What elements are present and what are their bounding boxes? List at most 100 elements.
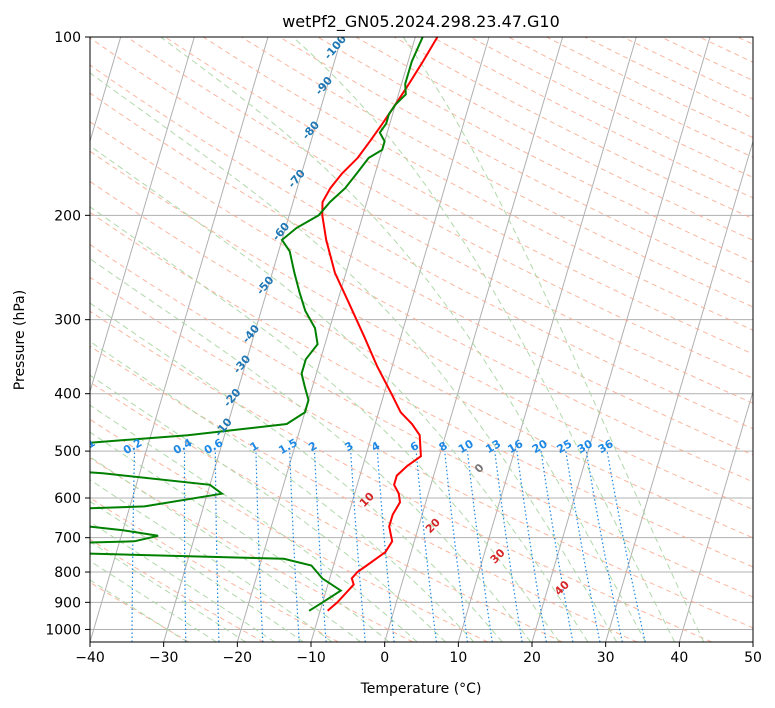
mixing-ratio-label: 8	[437, 439, 450, 454]
mixing-ratio-line	[585, 450, 623, 642]
x-tick-label: 10	[449, 650, 467, 666]
y-axis-ticks: 100 200 300 400 500 600 700 800 900 1000	[45, 30, 90, 638]
moist-adiabat-label: 10	[357, 490, 377, 510]
mixing-ratio-label: 2	[306, 439, 319, 454]
mixing-ratio-line	[494, 451, 523, 642]
isotherm-line	[90, 37, 195, 394]
dry-adiabat-line	[90, 37, 753, 404]
moist-adiabat-line	[90, 340, 475, 642]
isotherm-line	[752, 640, 753, 642]
dry-adiabat-line	[90, 581, 190, 642]
mixing-ratio-label: 0.4	[171, 436, 195, 457]
mixing-ratio-label: 16	[506, 437, 526, 456]
dry-adiabat-line	[660, 37, 753, 82]
dry-adiabat-line	[470, 37, 753, 178]
mixing-ratio-line	[255, 451, 264, 642]
dry-adiabat-line	[126, 37, 753, 379]
dry-adiabat-label: -10	[212, 415, 235, 439]
dry-adiabat-line	[90, 497, 339, 642]
y-tick-label: 300	[54, 313, 81, 329]
moist-adiabat-label: 40	[552, 578, 572, 598]
x-tick-label: −20	[223, 650, 253, 666]
profiles	[90, 37, 439, 612]
mixing-ratio-line	[183, 451, 187, 642]
moist-adiabat-line	[90, 579, 188, 642]
mixing-ratio-label: 3	[343, 439, 356, 454]
moist-adiabat-line	[90, 72, 618, 642]
dry-adiabat-line	[90, 418, 488, 642]
moist-adiabat-line	[90, 500, 304, 642]
dry-adiabat-label: -30	[231, 352, 254, 376]
y-tick-label: 100	[54, 30, 81, 46]
dry-adiabat-line	[90, 276, 753, 629]
mixing-ratio-line	[415, 451, 437, 642]
dry-adiabat-line	[508, 37, 753, 158]
mixing-ratio-label: 10	[456, 437, 476, 456]
x-tick-label: −10	[296, 650, 326, 666]
background-lines	[90, 37, 753, 642]
moist-adiabat-line	[90, 206, 560, 642]
x-tick-label: −40	[75, 650, 105, 666]
mixing-ratio-label: 30	[575, 437, 595, 456]
mixing-ratio-label: 20	[530, 437, 550, 456]
isotherm-line	[236, 37, 416, 642]
mixing-ratio-line	[376, 451, 395, 642]
dry-adiabat-line	[279, 37, 753, 285]
dry-adiabat-label: -70	[285, 167, 308, 191]
dry-adiabat-line	[546, 37, 753, 139]
moist-adiabat-line	[90, 456, 361, 642]
x-axis-ticks: −40 −30 −20 −10 0 10 20 30 40 50	[75, 642, 762, 666]
dry-adiabat-line	[90, 345, 638, 642]
dry-adiabat-line	[622, 37, 753, 100]
dry-adiabat-line	[90, 180, 753, 539]
dry-adiabat-label: -90	[313, 74, 336, 98]
mixing-ratio-label: 0.1	[74, 436, 97, 457]
mixing-ratio-line	[466, 451, 493, 642]
dry-adiabat-label: -50	[254, 273, 277, 297]
mixing-ratio-label: 25	[555, 437, 575, 456]
dry-adiabat-line	[90, 243, 753, 598]
dry-adiabat-line	[90, 538, 264, 642]
moist-adiabat-line	[90, 541, 246, 642]
moist-adiabat-line	[90, 258, 532, 642]
chart-title: wetPf2_GN05.2024.298.23.47.G10	[282, 12, 560, 32]
mixing-ratio-line	[606, 450, 646, 642]
dry-adiabat-line	[699, 37, 753, 63]
moist-adiabat-line	[90, 374, 446, 642]
x-tick-label: 30	[597, 650, 615, 666]
dry-adiabat-line	[90, 64, 753, 430]
mixing-ratio-line	[313, 451, 327, 642]
plot-frame	[89, 36, 754, 643]
x-axis-label: Temperature (°C)	[360, 681, 482, 697]
moist-adiabat-line	[90, 560, 217, 642]
moist-adiabat-line	[90, 431, 390, 642]
y-tick-label: 800	[54, 565, 81, 581]
x-tick-label: 0	[380, 650, 389, 666]
moist-adiabat-label: 0	[472, 461, 487, 476]
mixing-ratio-label: 4	[369, 439, 382, 454]
y-tick-label: 900	[54, 595, 81, 611]
mixing-ratio-line	[516, 451, 547, 642]
y-axis-label: Pressure (hPa)	[12, 290, 28, 390]
mixing-ratio-label: 1.5	[276, 436, 299, 457]
dry-adiabat-label: -40	[240, 322, 263, 346]
dry-adiabat-line	[90, 121, 753, 483]
moist-adiabat-line	[402, 37, 705, 642]
moist-adiabat-line	[90, 521, 275, 642]
dry-adiabat-line	[202, 37, 753, 331]
moist-adiabat-line	[160, 37, 647, 642]
isotherm-line	[678, 389, 753, 642]
isotherm-line	[605, 139, 753, 642]
y-tick-label: 600	[54, 491, 81, 507]
mixing-ratio-label: 1	[248, 439, 261, 454]
dry-adiabat-line	[90, 310, 712, 642]
y-tick-label: 500	[54, 444, 81, 460]
temperature-line	[321, 37, 439, 612]
x-tick-label: 20	[523, 650, 541, 666]
moist-adiabat-line	[292, 37, 676, 642]
x-tick-label: 50	[744, 650, 762, 666]
isotherm-line	[457, 37, 637, 642]
dry-adiabat-line	[90, 211, 753, 568]
x-tick-label: −30	[149, 650, 179, 666]
